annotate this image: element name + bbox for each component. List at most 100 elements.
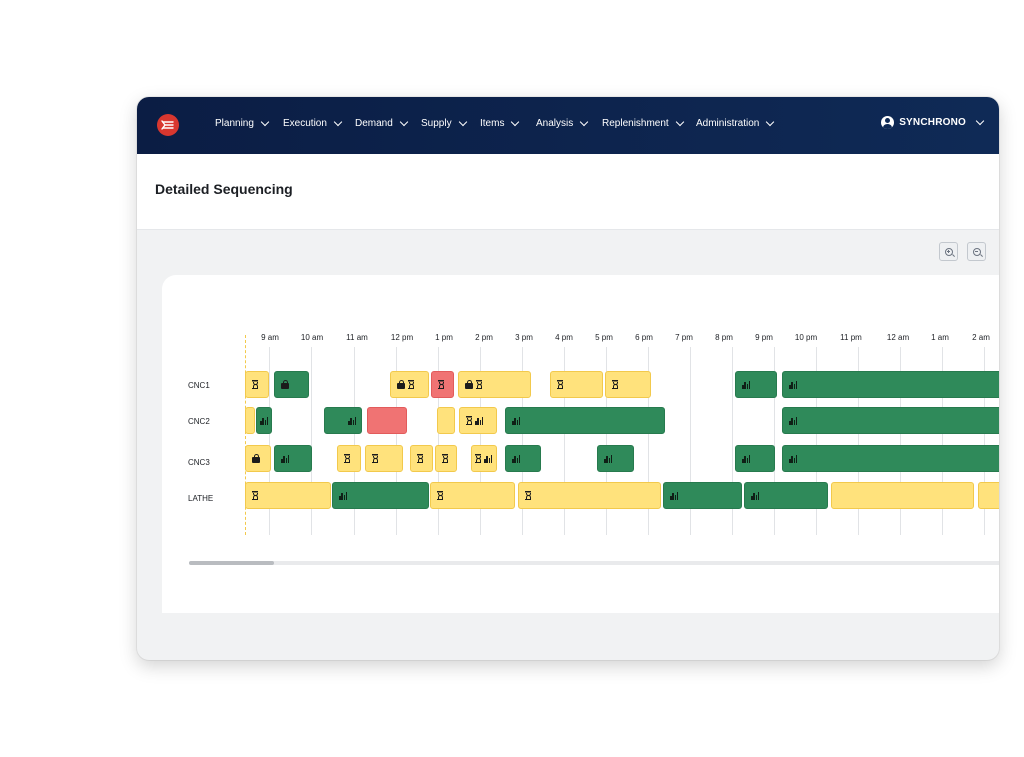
nav-administration[interactable]: Administration (696, 117, 775, 129)
job-bar-waiting[interactable] (437, 407, 455, 434)
current-time-marker (245, 335, 246, 535)
job-bar-running[interactable] (782, 407, 999, 434)
grid-line (354, 347, 355, 535)
bar-chart-icon (742, 454, 751, 463)
grid-line (396, 347, 397, 535)
nav-supply[interactable]: Supply (421, 117, 467, 129)
user-menu[interactable]: SYNCHRONO (881, 116, 985, 129)
row-label-cnc1: CNC1 (188, 381, 210, 390)
bar-chart-icon (512, 416, 521, 425)
hourglass-icon (466, 416, 472, 425)
nav-execution[interactable]: Execution (283, 117, 343, 129)
job-bar-running[interactable] (782, 371, 999, 398)
grid-line (858, 347, 859, 535)
job-bar-running[interactable] (735, 371, 777, 398)
gantt-chart: 9 am 10 am 11 am 12 pm 1 pm 2 pm 3 pm 4 … (162, 275, 999, 613)
hourglass-icon (408, 380, 414, 389)
hourglass-icon (475, 454, 481, 463)
job-bar-running[interactable] (735, 445, 775, 472)
job-bar-waiting[interactable] (831, 482, 974, 509)
job-bar-waiting[interactable] (605, 371, 651, 398)
job-bar-waiting[interactable] (245, 371, 269, 398)
job-bar-waiting[interactable] (337, 445, 361, 472)
chevron-down-icon (675, 117, 684, 127)
nav-label: Replenishment (602, 118, 669, 129)
time-tick: 5 pm (595, 333, 613, 342)
nav-analysis[interactable]: Analysis (536, 117, 589, 129)
nav-label: Demand (355, 118, 393, 129)
time-tick: 12 am (886, 333, 910, 342)
job-bar-running[interactable] (274, 371, 309, 398)
chevron-down-icon (975, 116, 985, 126)
hourglass-icon (476, 380, 482, 389)
hourglass-icon (612, 380, 618, 389)
job-bar-running[interactable] (782, 445, 999, 472)
lock-icon (281, 379, 289, 389)
job-bar-waiting[interactable] (390, 371, 429, 398)
horizontal-scrollbar-track[interactable] (189, 561, 999, 565)
nav-label: Analysis (536, 118, 574, 129)
nav-label: Items (480, 118, 505, 129)
nav-planning[interactable]: Planning (215, 117, 270, 129)
horizontal-scrollbar-thumb[interactable] (189, 561, 274, 565)
user-name: SYNCHRONO (899, 117, 966, 128)
job-bar-running[interactable] (505, 407, 665, 434)
job-bar-waiting[interactable] (410, 445, 433, 472)
job-bar-late[interactable] (431, 371, 454, 398)
lock-icon (465, 379, 473, 389)
hourglass-icon (252, 380, 258, 389)
job-bar-waiting[interactable] (978, 482, 999, 509)
bar-chart-icon (742, 380, 751, 389)
job-bar-running[interactable] (256, 407, 272, 434)
job-bar-running[interactable] (332, 482, 429, 509)
grid-line (311, 347, 312, 535)
hourglass-icon (525, 491, 531, 500)
grid-line (606, 347, 607, 535)
nav-items[interactable]: Items (480, 117, 520, 129)
job-bar-waiting[interactable] (518, 482, 661, 509)
job-bar-waiting[interactable] (245, 482, 331, 509)
job-bar-running[interactable] (744, 482, 828, 509)
grid-line (816, 347, 817, 535)
time-tick: 2 pm (475, 333, 493, 342)
job-bar-waiting[interactable] (435, 445, 457, 472)
job-bar-waiting[interactable] (471, 445, 497, 472)
nav-demand[interactable]: Demand (355, 117, 409, 129)
job-bar-running[interactable] (505, 445, 541, 472)
hourglass-icon (417, 454, 423, 463)
job-bar-running[interactable] (663, 482, 742, 509)
grid-line (942, 347, 943, 535)
nav-label: Execution (283, 118, 327, 129)
grid-line (438, 347, 439, 535)
time-tick: 11 pm (840, 333, 862, 342)
synchrono-logo-icon[interactable] (157, 114, 179, 136)
job-bar-late[interactable] (367, 407, 407, 434)
zoom-in-button[interactable] (939, 242, 958, 261)
job-bar-waiting[interactable] (245, 407, 255, 434)
bar-chart-icon (512, 454, 521, 463)
zoom-out-button[interactable] (967, 242, 986, 261)
job-bar-running[interactable] (274, 445, 312, 472)
job-bar-waiting[interactable] (458, 371, 531, 398)
job-bar-waiting[interactable] (459, 407, 497, 434)
job-bar-running[interactable] (324, 407, 362, 434)
chevron-down-icon (511, 117, 520, 127)
job-bar-waiting[interactable] (245, 445, 271, 472)
time-tick: 12 pm (390, 333, 414, 342)
nav-replenishment[interactable]: Replenishment (602, 117, 684, 129)
job-bar-waiting[interactable] (430, 482, 515, 509)
grid-line (480, 347, 481, 535)
grid-line (690, 347, 691, 535)
bar-chart-icon (260, 416, 269, 425)
lock-icon (397, 379, 405, 389)
job-bar-waiting[interactable] (550, 371, 603, 398)
grid-line (984, 347, 985, 535)
job-bar-running[interactable] (597, 445, 634, 472)
time-tick: 10 pm (794, 333, 818, 342)
time-tick: 11 am (346, 333, 368, 342)
grid-line (564, 347, 565, 535)
chevron-down-icon (580, 117, 589, 127)
hourglass-icon (438, 380, 444, 389)
job-bar-waiting[interactable] (365, 445, 403, 472)
nav-label: Planning (215, 118, 254, 129)
